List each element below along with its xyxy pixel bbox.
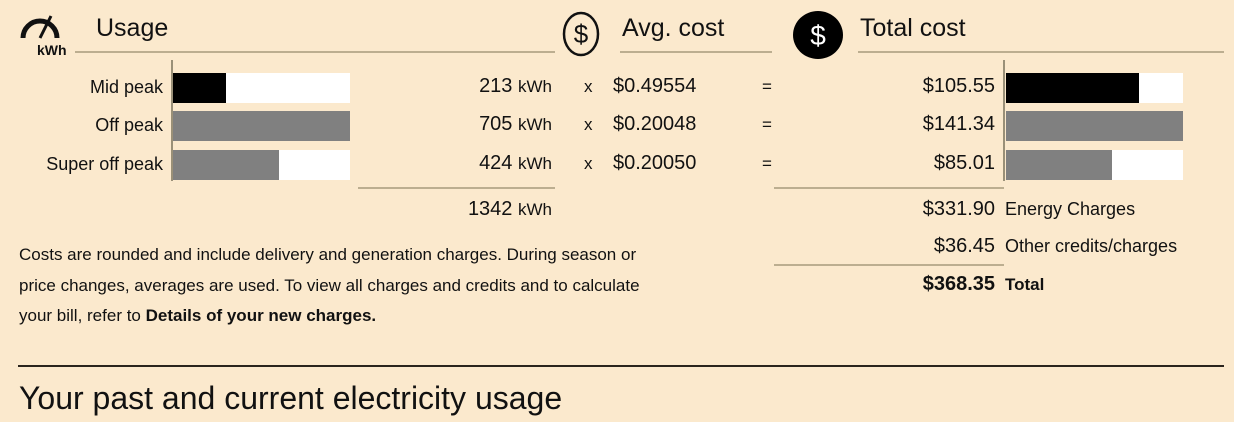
row-cost: $85.01 <box>933 152 995 174</box>
usage-bar-fill <box>173 150 280 180</box>
usage-bar <box>173 150 350 180</box>
cost-bar-fill <box>1006 111 1183 141</box>
cost-bar <box>1006 150 1183 180</box>
usage-kwh-value: 424 <box>479 152 513 174</box>
usage-row-label: Super off peak <box>46 154 163 174</box>
cost-bar <box>1006 73 1183 103</box>
usage-row-label: Mid peak <box>89 77 163 97</box>
usage-total: 1342 kWh <box>380 198 552 221</box>
cost-bar-fill <box>1006 73 1139 103</box>
cost-bar-fill <box>1006 150 1113 180</box>
avg-rate: $0.20048 <box>613 113 697 135</box>
equals-sign: = <box>762 154 772 173</box>
usage-title: Usage <box>96 14 169 42</box>
usage-bar-fill <box>173 73 227 103</box>
cost-bar <box>1006 111 1183 141</box>
usage-kwh-unit: kWh <box>518 77 552 96</box>
usage-row-label: Off peak <box>95 115 163 135</box>
usage-kwh-value: 213 <box>479 75 513 97</box>
details-link-text: Details of your new charges. <box>145 306 377 325</box>
cost-sum-divider <box>774 187 1004 189</box>
section-divider <box>18 365 1224 367</box>
avg-cost-title: Avg. cost <box>622 14 725 42</box>
total-cost-title: Total cost <box>860 14 966 42</box>
usage-kwh-value: 705 <box>479 113 513 135</box>
usage-row-kwh: 705 kWh <box>380 113 552 136</box>
gauge-icon-label: kWh <box>37 42 67 58</box>
total-divider <box>774 264 1004 266</box>
usage-header-divider <box>75 51 555 53</box>
svg-text:$: $ <box>810 20 826 51</box>
row-cost: $105.55 <box>922 75 995 97</box>
dollar-circle-filled-icon: $ <box>793 11 843 59</box>
usage-row-kwh: 424 kWh <box>380 152 552 175</box>
avg-rate: $0.49554 <box>613 75 697 97</box>
total-label: Total <box>1005 275 1045 294</box>
total-cost-header-divider <box>858 51 1224 53</box>
total-amount: $368.35 <box>922 273 995 295</box>
usage-bar <box>173 73 350 103</box>
avg-cost-header-divider <box>620 51 772 53</box>
equals-sign: = <box>762 77 772 96</box>
usage-kwh-unit: kWh <box>518 154 552 173</box>
dollar-circle-outline-icon: $ <box>562 11 600 57</box>
usage-total-unit: kWh <box>518 200 552 219</box>
other-charges-amount: $36.45 <box>933 235 995 257</box>
section-heading: Your past and current electricity usage <box>19 380 563 416</box>
usage-kwh-unit: kWh <box>518 115 552 134</box>
usage-bar <box>173 111 350 141</box>
energy-charges-label: Energy Charges <box>1005 199 1136 219</box>
usage-bar-axis <box>171 60 173 181</box>
gauge-icon <box>20 15 60 39</box>
svg-text:$: $ <box>574 19 589 49</box>
usage-row-kwh: 213 kWh <box>380 75 552 98</box>
avg-rate: $0.20050 <box>613 152 697 174</box>
times-sign: x <box>584 154 593 173</box>
usage-bar-fill <box>173 111 350 141</box>
other-charges-label: Other credits/charges <box>1005 236 1178 256</box>
energy-charges-amount: $331.90 <box>922 198 995 220</box>
cost-bar-axis <box>1003 60 1005 181</box>
cost-note: Costs are rounded and include delivery a… <box>19 240 669 332</box>
times-sign: x <box>584 115 593 134</box>
usage-sum-divider <box>358 187 555 189</box>
row-cost: $141.34 <box>922 113 995 135</box>
usage-total-value: 1342 <box>467 198 513 220</box>
equals-sign: = <box>762 115 772 134</box>
times-sign: x <box>584 77 593 96</box>
cost-note-text: Costs are rounded and include delivery a… <box>19 245 640 325</box>
